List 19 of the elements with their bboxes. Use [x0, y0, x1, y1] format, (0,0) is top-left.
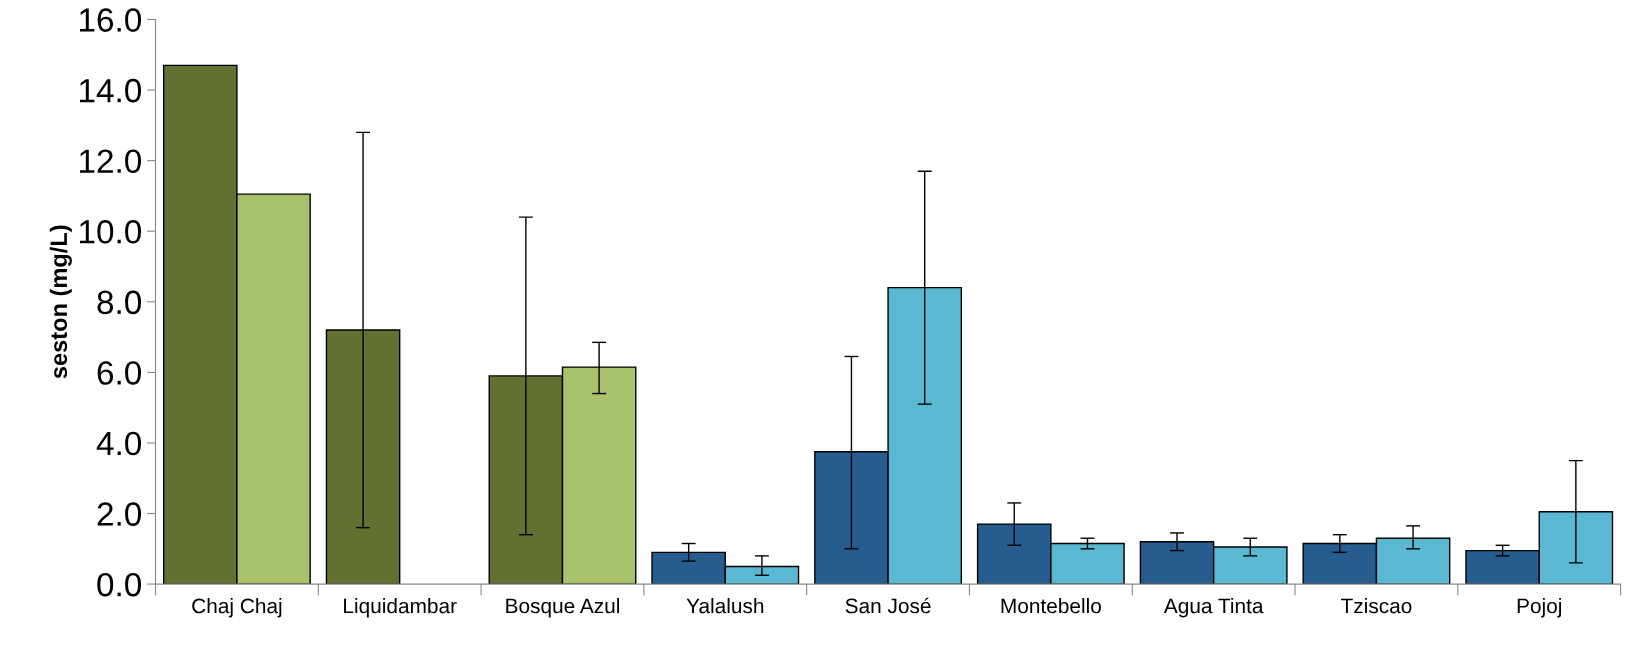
y-tick-label: 16.0: [79, 8, 142, 32]
y-tick-label: 4.0: [96, 431, 142, 456]
y-tick-label: 2.0: [97, 502, 142, 526]
x-tick-label: Tziscao: [1341, 597, 1412, 614]
x-tick-label: San José: [845, 597, 931, 614]
y-tick-label: 8.0: [97, 290, 142, 315]
x-tick-label: Chaj Chaj: [192, 597, 282, 618]
y-tick-label: 6.0: [97, 361, 142, 385]
x-tick-label: Montebello: [1001, 597, 1101, 614]
x-tick-label: Agua Tinta: [1163, 597, 1264, 618]
x-tick-label: Liquidambar: [344, 597, 457, 618]
y-tick-label: 0.0: [97, 572, 142, 597]
y-tick-label: 14.0: [79, 78, 142, 103]
x-tick-label: Yalalush: [686, 597, 764, 614]
y-axis-title: seston (mg/L): [49, 225, 72, 379]
x-tick-label: Bosque Azul: [506, 597, 620, 618]
y-tick-label: 10.0: [79, 220, 142, 244]
y-tick-label: 12.0: [79, 149, 142, 174]
x-tick-label: Pojoj: [1517, 597, 1561, 618]
